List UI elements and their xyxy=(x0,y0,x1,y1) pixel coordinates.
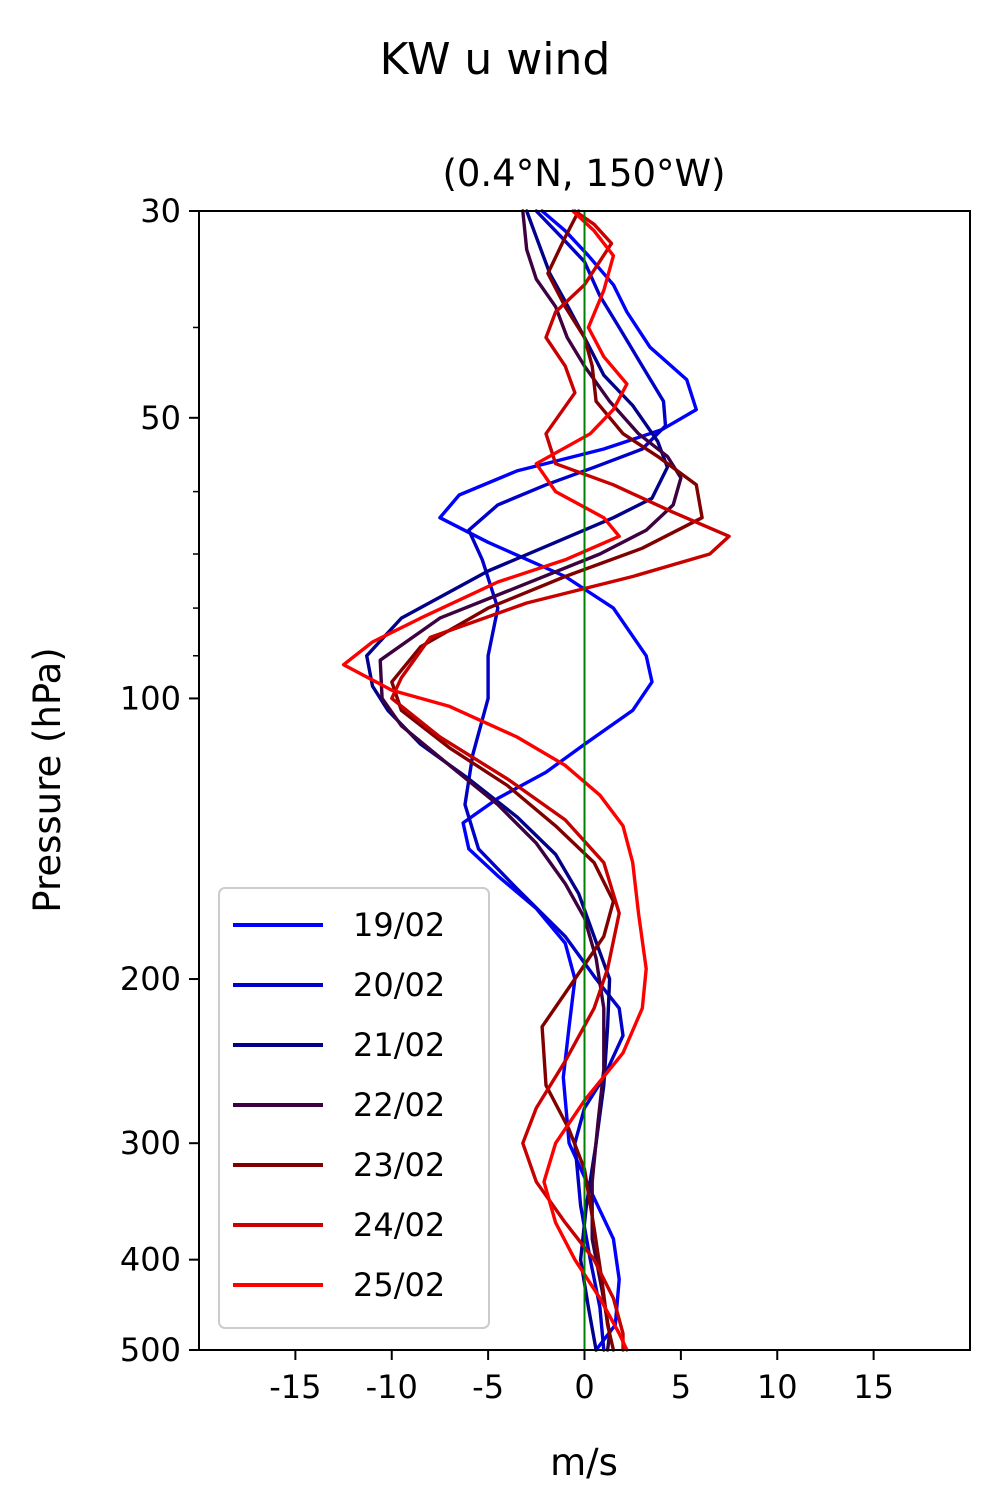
legend-label-20-02: 20/02 xyxy=(353,966,445,1004)
legend: 19/02 20/02 21/02 22/02 23/02 24/02 25/02 xyxy=(218,887,490,1329)
y-tick-label: 400 xyxy=(120,1241,181,1279)
y-axis-ticks: 30 50 100 200 300 400 500 xyxy=(120,192,199,1369)
legend-label-21-02: 21/02 xyxy=(353,1026,445,1064)
legend-label-25-02: 25/02 xyxy=(353,1266,445,1304)
x-tick-label: -15 xyxy=(269,1368,321,1406)
plot-lines xyxy=(341,209,731,1352)
series-line-22-02 xyxy=(378,209,683,1352)
legend-label-24-02: 24/02 xyxy=(353,1206,445,1244)
legend-label-19-02: 19/02 xyxy=(353,906,445,944)
series-line-24-02 xyxy=(390,209,731,1352)
y-tick-label: 50 xyxy=(140,399,181,437)
series-line-25-02 xyxy=(341,209,648,1352)
y-tick-label: 300 xyxy=(120,1124,181,1162)
x-tick-label: -5 xyxy=(472,1368,504,1406)
legend-label-23-02: 23/02 xyxy=(353,1146,445,1184)
x-tick-label: 15 xyxy=(853,1368,894,1406)
x-tick-label: 5 xyxy=(671,1368,691,1406)
series-line-21-02 xyxy=(365,209,670,1352)
y-axis-label: Pressure (hPa) xyxy=(26,647,69,912)
x-axis-label: m/s xyxy=(550,1441,618,1484)
y-tick-label: 500 xyxy=(120,1331,181,1369)
legend-frame xyxy=(218,887,490,1329)
y-tick-label: 100 xyxy=(120,679,181,717)
legend-label-22-02: 22/02 xyxy=(353,1086,445,1124)
series-line-19-02 xyxy=(438,209,698,1352)
x-tick-label: 10 xyxy=(757,1368,798,1406)
y-tick-label: 200 xyxy=(120,960,181,998)
x-axis-ticks: -15 -10 -5 0 5 10 15 xyxy=(269,1350,894,1406)
x-tick-label: -10 xyxy=(366,1368,418,1406)
y-tick-label: 30 xyxy=(140,192,181,230)
series-line-23-02 xyxy=(390,209,704,1352)
chart-subtitle: (0.4°N, 150°W) xyxy=(442,152,725,195)
chart-title: KW u wind xyxy=(380,34,611,85)
plot-frame xyxy=(198,210,971,1351)
series-line-20-02 xyxy=(463,209,668,1352)
x-tick-label: 0 xyxy=(574,1368,594,1406)
